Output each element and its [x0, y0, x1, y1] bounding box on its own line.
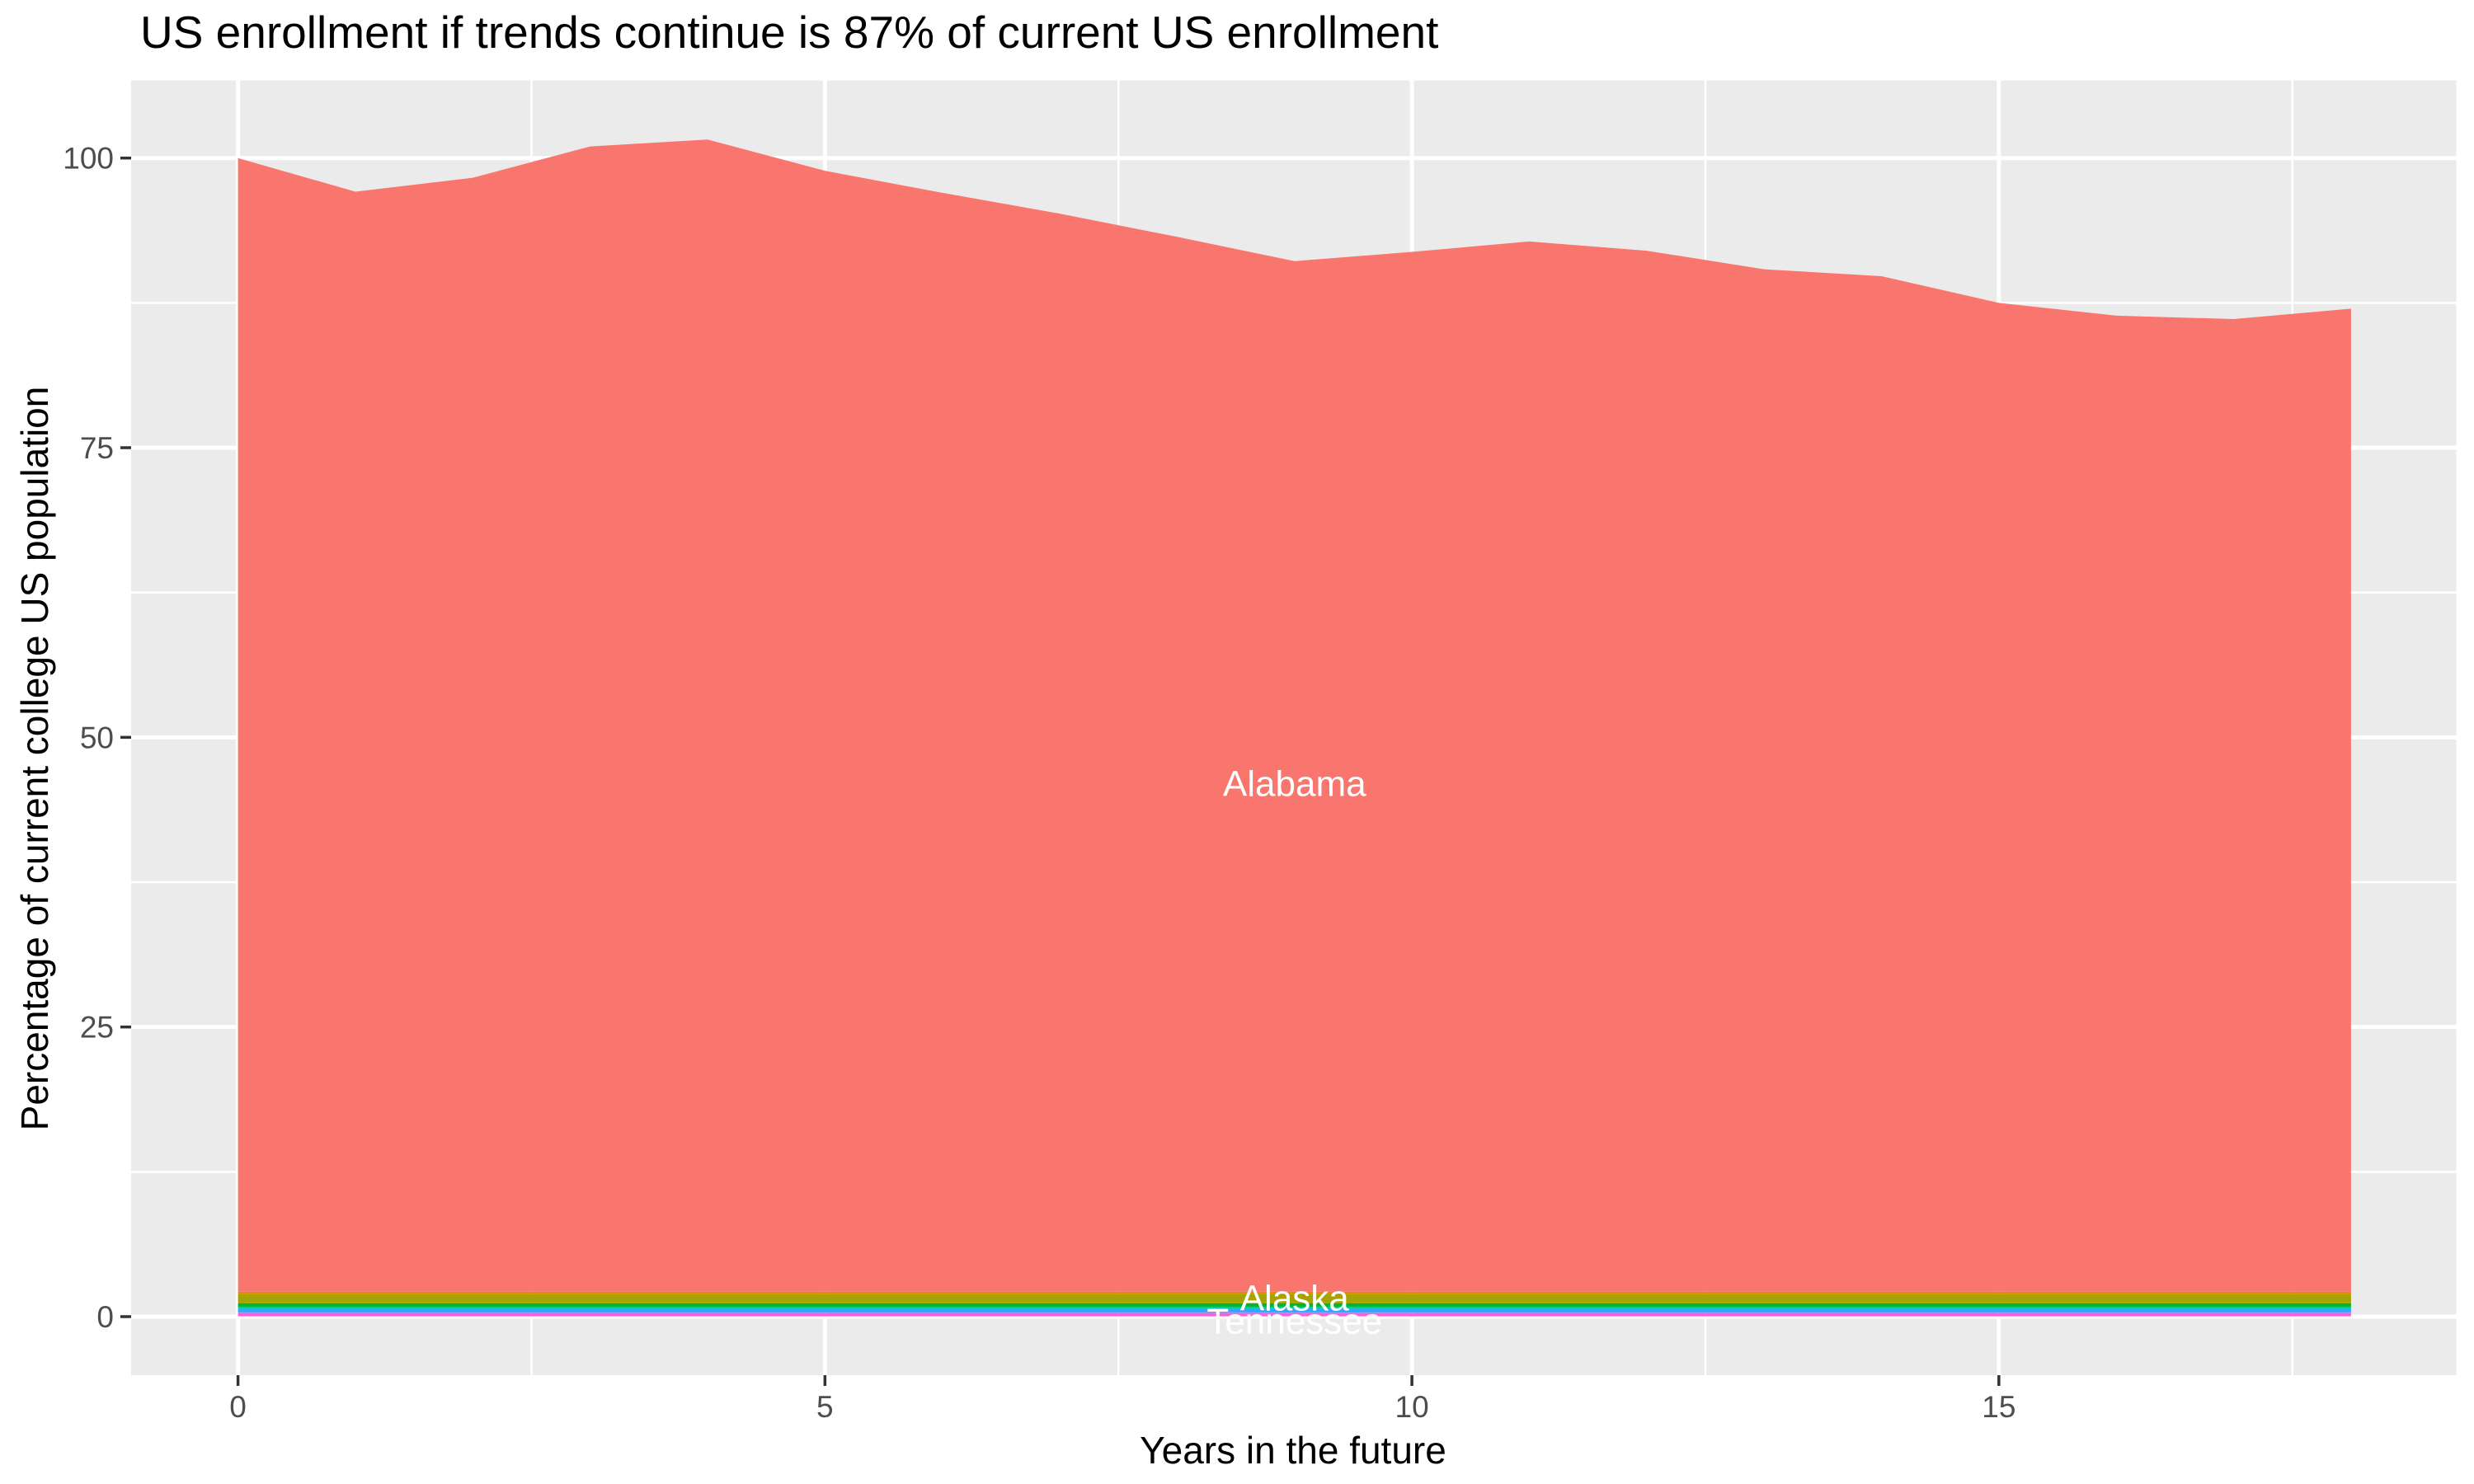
y-tick-label: 50	[80, 721, 114, 754]
state-band-area	[238, 1303, 2351, 1308]
y-axis-title: Percentage of current college US populat…	[13, 387, 56, 1131]
state-band-area	[238, 1291, 2351, 1294]
axis-tick-marks	[120, 156, 2001, 1386]
state-area-label: Alabama	[1223, 764, 1366, 805]
x-tick-label: 15	[1982, 1390, 2015, 1424]
area-series-layer	[238, 139, 2351, 1317]
y-tick-label: 0	[96, 1300, 114, 1334]
y-tick-label: 25	[80, 1011, 114, 1045]
state-band-area	[238, 1294, 2351, 1303]
state-band-area	[238, 1313, 2351, 1317]
axis-tick-labels: 0 25 50 75 100 0 5 10 15	[63, 142, 2015, 1424]
state-band-area	[238, 1316, 2351, 1317]
y-tick-label: 75	[80, 431, 114, 465]
x-tick-label: 5	[816, 1390, 834, 1424]
alabama-area	[238, 139, 2351, 1292]
x-tick-label: 0	[229, 1390, 247, 1424]
state-area-label: Tennessee	[1206, 1302, 1382, 1342]
x-tick-label: 10	[1395, 1390, 1429, 1424]
state-band-area	[238, 1307, 2351, 1309]
y-tick-label: 100	[63, 142, 114, 176]
state-band-area	[238, 1308, 2351, 1313]
plot-title: US enrollment if trends continue is 87% …	[140, 7, 1438, 58]
x-axis-title: Years in the future	[1140, 1429, 1446, 1472]
state-area-label: Alaska	[1240, 1279, 1350, 1319]
state-band-area	[238, 1302, 2351, 1303]
